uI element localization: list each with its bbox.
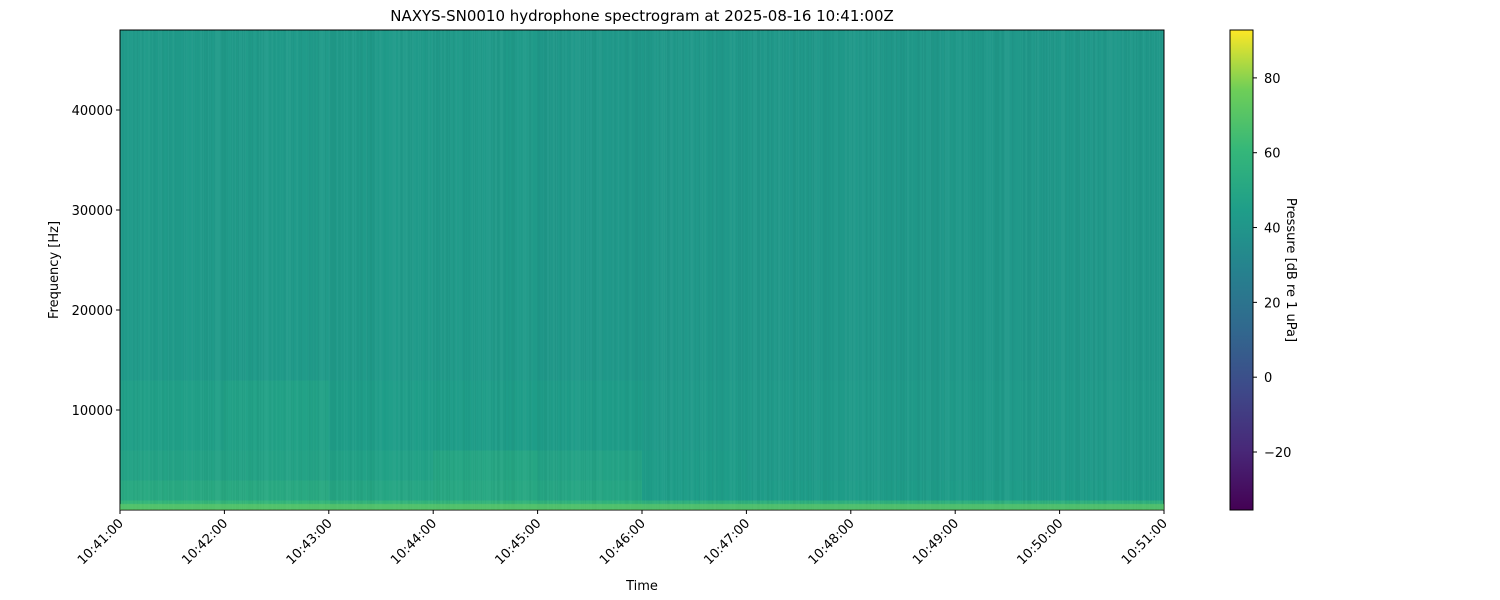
heatmap-cell <box>850 500 956 511</box>
heatmap-cell <box>120 30 225 381</box>
x-tick-label: 10:47:00 <box>701 516 753 568</box>
colorbar-tick-label: −20 <box>1264 446 1291 461</box>
y-tick-label: 10000 <box>72 404 113 419</box>
heatmap-cell <box>537 30 643 381</box>
x-tick-label: 10:42:00 <box>179 516 231 568</box>
heatmap-cell <box>120 380 225 451</box>
heatmap-cell <box>642 30 747 381</box>
heatmap-cell <box>224 500 330 511</box>
heatmap-cell <box>433 480 539 501</box>
x-tick-label: 10:50:00 <box>1015 516 1067 568</box>
colorbar <box>1229 29 1254 511</box>
heatmap-cell <box>433 30 539 381</box>
x-tick-label: 10:46:00 <box>597 516 649 568</box>
x-tick-label: 10:49:00 <box>910 516 962 568</box>
heatmap-cell <box>433 500 539 511</box>
heatmap-cell <box>746 380 852 451</box>
heatmap-cell <box>224 30 330 381</box>
heatmap-cell <box>120 500 225 511</box>
heatmap-cell <box>955 30 1061 381</box>
heatmap-cell <box>537 480 643 501</box>
colorbar-tick-label: 40 <box>1264 222 1281 237</box>
heatmap-cell <box>328 480 434 501</box>
heatmap-cell <box>224 480 330 501</box>
colorbar-tick-label: 60 <box>1264 147 1281 162</box>
x-tick-label: 10:45:00 <box>493 516 545 568</box>
y-axis-label: Frequency [Hz] <box>47 221 62 319</box>
x-axis-label: Time <box>625 579 658 594</box>
heatmap-cell <box>433 380 539 451</box>
heatmap-cell <box>537 450 643 481</box>
heatmap-cell <box>955 500 1061 511</box>
heatmap-cell <box>642 450 747 481</box>
heatmap-cell <box>120 480 225 501</box>
x-tick-label: 10:48:00 <box>806 516 858 568</box>
heatmap-cell <box>120 450 225 481</box>
heatmap-cell <box>537 380 643 451</box>
heatmap-cell <box>328 30 434 381</box>
colorbar-tick-label: 80 <box>1264 72 1281 87</box>
heatmap-cell <box>850 480 956 501</box>
heatmap-cell <box>1059 480 1165 501</box>
heatmap-cell <box>1059 380 1165 451</box>
x-axis: 10:41:00 10:42:00 10:43:00 10:44:00 10:45:00… <box>75 510 1171 568</box>
heatmap-cell <box>850 380 956 451</box>
x-tick-label: 10:51:00 <box>1119 516 1171 568</box>
y-axis: 10000 20000 30000 40000 <box>72 104 120 419</box>
x-tick-label: 10:41:00 <box>75 516 127 568</box>
heatmap-cell <box>746 450 852 481</box>
heatmap-cell <box>328 450 434 481</box>
colorbar-tick-label: 20 <box>1264 296 1281 311</box>
heatmap-cell <box>955 450 1061 481</box>
heatmap-cell <box>850 450 956 481</box>
heatmap-cell <box>433 450 539 481</box>
heatmap-cell <box>1059 500 1165 511</box>
x-tick-label: 10:44:00 <box>388 516 440 568</box>
colorbar-label: Pressure [dB re 1 uPa] <box>1283 198 1298 342</box>
heatmap-cell <box>955 380 1061 451</box>
heatmap-cell <box>537 500 643 511</box>
heatmap-cell <box>224 380 330 451</box>
heatmap-cell <box>955 480 1061 501</box>
heatmap-cells <box>120 30 1165 511</box>
heatmap-cell <box>1059 30 1165 381</box>
colorbar-tick-label: 0 <box>1264 371 1272 386</box>
y-tick-label: 40000 <box>72 104 113 119</box>
chart-title: NAXYS-SN0010 hydrophone spectrogram at 2… <box>390 7 894 25</box>
colorbar-axis: −20 0 20 40 60 80 <box>1253 72 1291 461</box>
heatmap-cell <box>746 30 852 381</box>
y-tick-label: 20000 <box>72 304 113 319</box>
heatmap-cell <box>642 500 747 511</box>
x-tick-label: 10:43:00 <box>284 516 336 568</box>
heatmap-cell <box>642 480 747 501</box>
y-tick-label: 30000 <box>72 204 113 219</box>
heatmap-cell <box>328 380 434 451</box>
heatmap-cell <box>328 500 434 511</box>
heatmap-cell <box>1059 450 1165 481</box>
heatmap-cell <box>642 380 747 451</box>
heatmap-cell <box>850 30 956 381</box>
heatmap-cell <box>224 450 330 481</box>
heatmap-cell <box>746 480 852 501</box>
heatmap-cell <box>746 500 852 511</box>
